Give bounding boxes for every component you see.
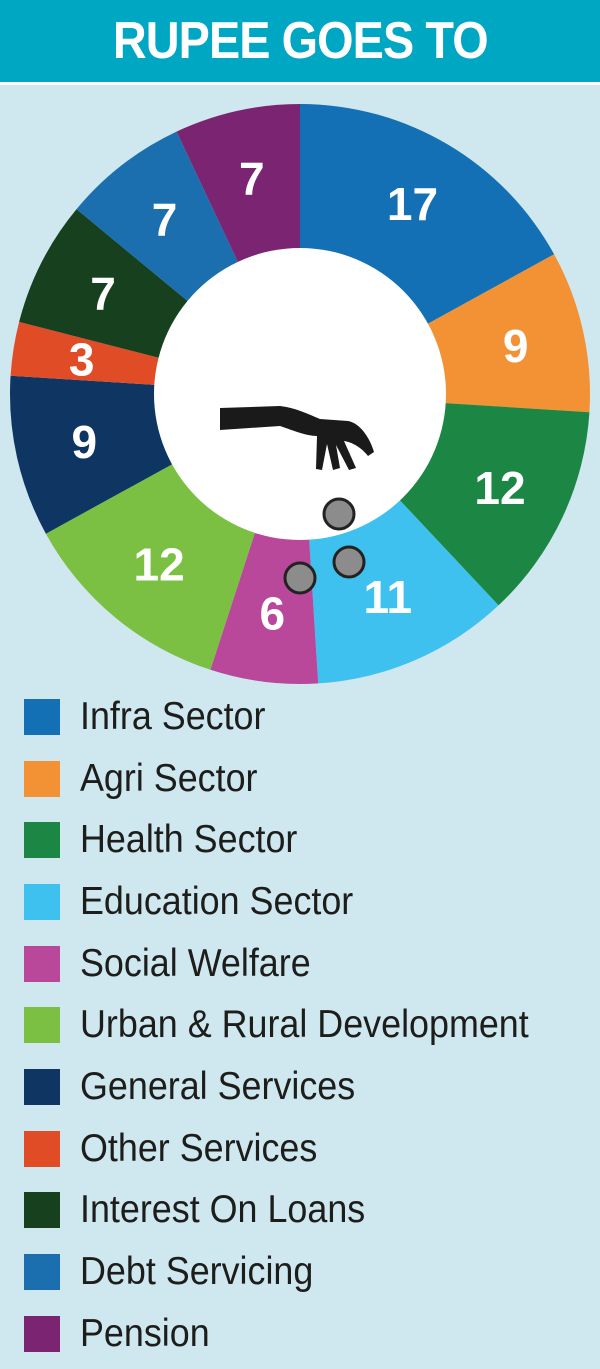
legend-item-urban-and-rural-development: Urban & Rural Development: [24, 994, 594, 1056]
legend-item-health-sector: Health Sector: [24, 809, 594, 871]
legend-item-debt-servicing: Debt Servicing: [24, 1241, 594, 1303]
hand-dropping-coins-icon: [220, 406, 374, 595]
legend-item-interest-on-loans: Interest On Loans: [24, 1180, 594, 1242]
legend-swatch: [24, 760, 60, 797]
legend-item-pension: Pension: [24, 1303, 594, 1365]
chart-title: RUPEE GOES TO: [112, 12, 489, 70]
legend-item-social-welfare: Social Welfare: [24, 933, 594, 995]
value-label-interest-on-loans: 7: [90, 268, 116, 320]
legend-item-infra-sector: Infra Sector: [24, 686, 594, 748]
donut-hole: [154, 248, 446, 540]
value-label-social-welfare: 6: [260, 587, 286, 639]
legend-swatch: [24, 1007, 60, 1044]
legend-label: General Services: [80, 1064, 356, 1108]
legend-swatch: [24, 1068, 60, 1105]
legend-swatch: [24, 945, 60, 982]
donut-chart-container: 17 9 12 11 6 12 9 3 7 7 7: [0, 96, 600, 696]
legend-swatch: [24, 1192, 60, 1229]
legend-swatch: [24, 1315, 60, 1352]
legend-item-general-services: General Services: [24, 1056, 594, 1118]
legend-label: Interest On Loans: [80, 1188, 366, 1232]
header-banner: RUPEE GOES TO: [0, 0, 600, 82]
legend-label: Other Services: [80, 1126, 318, 1170]
value-label-agri-sector: 9: [503, 320, 529, 372]
value-label-urban-and-rural-development: 12: [134, 538, 185, 590]
value-label-debt-servicing: 7: [152, 193, 178, 245]
legend-swatch: [24, 1130, 60, 1167]
value-label-health-sector: 12: [474, 462, 525, 514]
value-label-general-services: 9: [72, 416, 98, 468]
legend-label: Agri Sector: [80, 756, 258, 800]
legend-swatch: [24, 883, 60, 920]
legend-label: Social Welfare: [80, 941, 311, 985]
legend-item-education-sector: Education Sector: [24, 871, 594, 933]
value-label-infra-sector: 17: [387, 178, 438, 230]
legend-swatch: [24, 822, 60, 859]
legend-item-other-services: Other Services: [24, 1118, 594, 1180]
legend-label: Debt Servicing: [80, 1250, 314, 1294]
header-divider: [0, 82, 600, 85]
value-label-other-services: 3: [69, 333, 95, 385]
legend: Infra Sector Agri Sector Health Sector Educ…: [24, 686, 594, 1365]
value-label-pension: 7: [239, 152, 265, 204]
legend-label: Health Sector: [80, 818, 298, 862]
legend-label: Pension: [80, 1311, 210, 1355]
value-label-education-sector: 11: [363, 571, 412, 623]
legend-label: Education Sector: [80, 879, 354, 923]
legend-swatch: [24, 1254, 60, 1291]
legend-label: Urban & Rural Development: [80, 1003, 529, 1047]
legend-swatch: [24, 698, 60, 735]
legend-label: Infra Sector: [80, 694, 266, 738]
legend-item-agri-sector: Agri Sector: [24, 748, 594, 810]
